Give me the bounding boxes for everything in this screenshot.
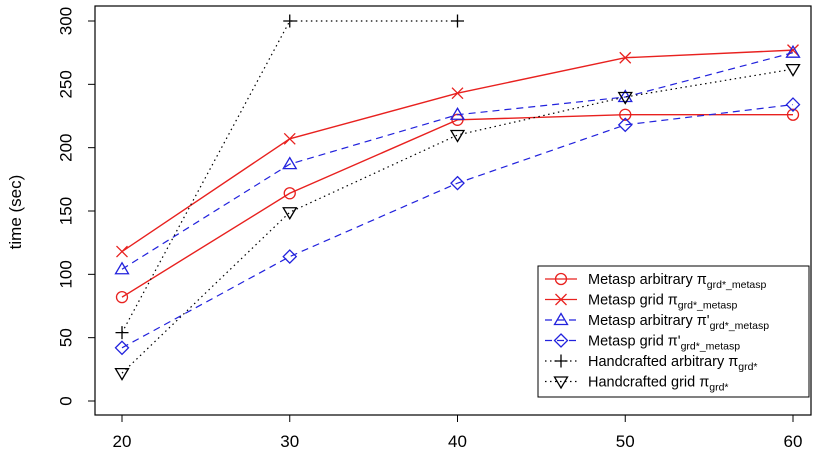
legend-marker <box>554 272 568 286</box>
y-tick-label: 50 <box>56 328 75 347</box>
legend-marker <box>555 293 567 306</box>
data-point-mpg <box>785 97 801 113</box>
data-point-mpa <box>449 106 466 120</box>
legend-label: Metasp arbitrary πgrd*_metasp <box>588 272 766 291</box>
data-point-ma <box>115 290 129 304</box>
series-line-hg <box>121 68 794 374</box>
series-line-mg <box>121 49 794 253</box>
legend-label-main: Handcrafted grid π <box>588 375 709 391</box>
data-point-mpa <box>282 156 298 170</box>
data-point-mpa <box>617 89 633 103</box>
legend-item-mpa: Metasp arbitrary π'grd*_metasp <box>545 312 769 332</box>
y-tick-label: 300 <box>56 7 75 35</box>
legend-label: Metasp arbitrary π'grd*_metasp <box>588 313 769 332</box>
data-point-ma <box>786 108 800 121</box>
y-axis-label: time (sec) <box>6 175 25 250</box>
legend-label-main: Metasp arbitrary π <box>588 272 707 288</box>
series-mg <box>116 44 799 258</box>
legend-label: Metasp grid π'grd*_metasp <box>588 334 740 353</box>
legend-label-subscript: grd* <box>709 382 728 394</box>
legend-label-subscript: grd*_metasp <box>678 300 738 312</box>
x-tick-label: 30 <box>280 432 299 451</box>
legend-item-ha: Handcrafted arbitrary πgrd* <box>545 354 758 373</box>
legend-label-main: Metasp grid π <box>588 293 678 309</box>
legend-marker <box>553 333 569 348</box>
legend-label-main: Metasp grid π' <box>588 334 681 350</box>
data-point-ma <box>283 187 296 200</box>
legend-label-subscript: grd* <box>738 361 757 373</box>
data-point-ha <box>283 14 297 28</box>
data-point-hg <box>114 367 130 381</box>
data-point-mg <box>116 245 128 258</box>
series-line-ha <box>121 20 458 333</box>
x-tick-label: 40 <box>448 432 467 451</box>
legend-label-subscript: grd*_metasp <box>707 279 767 291</box>
legend-label: Handcrafted arbitrary πgrd* <box>588 354 758 373</box>
series-ha <box>115 14 464 340</box>
data-point-hg <box>785 63 801 77</box>
data-point-mpg <box>450 175 465 191</box>
data-point-mpa <box>114 261 130 275</box>
x-tick-label: 50 <box>616 432 635 451</box>
legend-box <box>537 265 810 398</box>
axes: 0 50 100 150 200 250 300 20 30 40 50 60 <box>56 5 812 451</box>
legend-label-main: Handcrafted arbitrary π <box>588 354 738 370</box>
legend-label-main: Metasp arbitrary π' <box>588 313 710 329</box>
x-tick-label: 60 <box>784 432 803 451</box>
series-hg <box>114 63 801 381</box>
data-point-mpg <box>617 117 633 133</box>
data-point-hg <box>449 129 466 143</box>
data-point-mg <box>451 87 464 100</box>
series-line-mpa <box>121 52 794 270</box>
data-point-mpa <box>785 44 801 58</box>
data-point-mpg <box>114 340 130 356</box>
y-tick-label: 0 <box>56 396 75 405</box>
legend-marker <box>553 376 569 390</box>
legend-label-subscript: grd*_metasp <box>681 341 741 353</box>
data-point-hg <box>617 91 633 105</box>
y-tick-label: 250 <box>56 70 75 98</box>
series-line-mpg <box>121 104 794 349</box>
y-tick-label: 150 <box>56 197 75 225</box>
series-layer <box>114 14 801 381</box>
data-point-mg <box>283 132 296 145</box>
legend-item-mpg: Metasp grid π'grd*_metasp <box>545 333 740 353</box>
legend-label-subscript: grd*_metasp <box>710 320 770 332</box>
legend-marker <box>553 312 569 326</box>
data-point-ma <box>619 108 632 121</box>
legend-label: Metasp grid πgrd*_metasp <box>588 293 737 312</box>
legend-marker <box>554 354 568 368</box>
legend-item-hg: Handcrafted grid πgrd* <box>545 375 729 394</box>
legend-label: Handcrafted grid πgrd* <box>588 375 729 394</box>
data-point-ha <box>115 326 129 340</box>
data-point-mpg <box>282 249 298 265</box>
series-mpa <box>114 44 801 275</box>
legend-item-mg: Metasp grid πgrd*_metasp <box>545 293 737 312</box>
y-tick-label: 200 <box>56 133 75 161</box>
data-point-mg <box>619 51 632 64</box>
y-tick-label: 100 <box>56 260 75 288</box>
legend-item-ma: Metasp arbitrary πgrd*_metasp <box>545 272 766 291</box>
data-point-ha <box>451 14 464 28</box>
data-point-hg <box>282 207 298 221</box>
x-tick-label: 20 <box>113 432 132 451</box>
series-mpg <box>114 97 801 356</box>
